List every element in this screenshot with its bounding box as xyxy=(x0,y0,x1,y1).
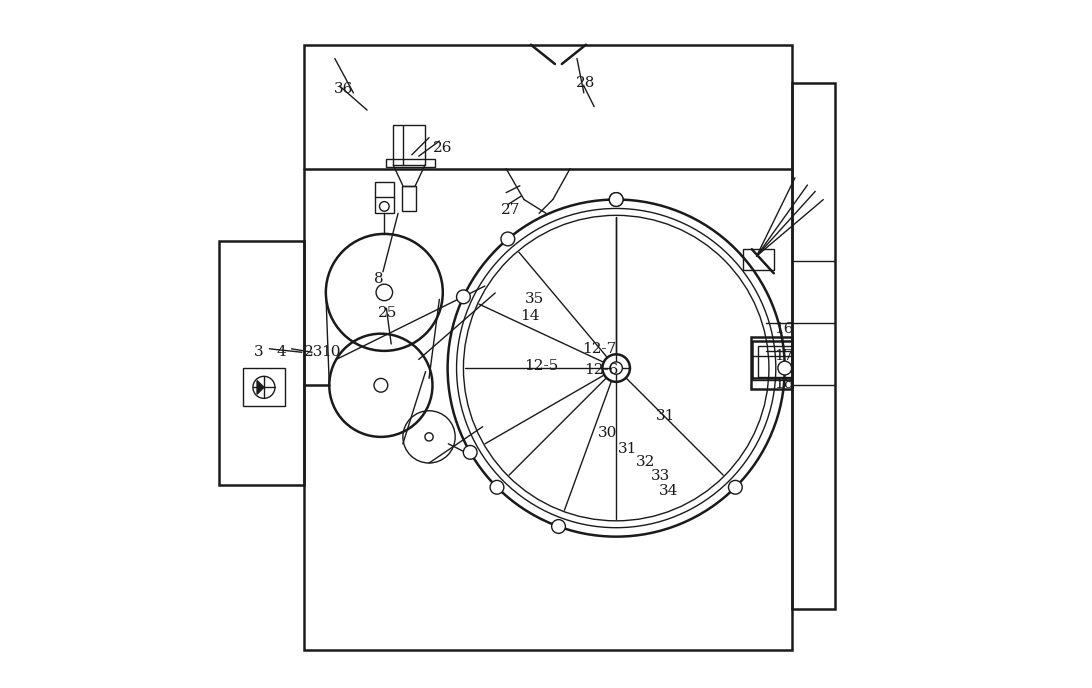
Circle shape xyxy=(463,446,477,460)
Polygon shape xyxy=(257,380,264,394)
Bar xyxy=(244,368,285,406)
Text: 31: 31 xyxy=(656,409,676,423)
Text: 36: 36 xyxy=(334,83,354,96)
Bar xyxy=(758,346,792,377)
Bar xyxy=(219,241,304,485)
Text: 8: 8 xyxy=(373,272,383,286)
Text: 23: 23 xyxy=(304,345,323,359)
Bar xyxy=(792,83,835,609)
Text: 3: 3 xyxy=(253,345,263,359)
Circle shape xyxy=(490,480,503,494)
Circle shape xyxy=(778,361,792,375)
Circle shape xyxy=(551,519,566,533)
Text: 35: 35 xyxy=(525,292,545,306)
Text: 12-7: 12-7 xyxy=(582,342,617,356)
Circle shape xyxy=(609,193,624,206)
Text: 16: 16 xyxy=(774,322,794,336)
Bar xyxy=(402,186,416,211)
Text: 17: 17 xyxy=(774,350,794,363)
Bar xyxy=(387,159,435,167)
Bar xyxy=(752,341,792,378)
Circle shape xyxy=(728,480,743,494)
Text: 32: 32 xyxy=(636,455,655,469)
Bar xyxy=(393,125,425,165)
Circle shape xyxy=(609,193,624,206)
Text: 34: 34 xyxy=(658,484,678,497)
Text: 25: 25 xyxy=(378,306,396,320)
Circle shape xyxy=(501,232,514,246)
Circle shape xyxy=(456,290,471,303)
Bar xyxy=(375,182,394,213)
Text: 4: 4 xyxy=(276,345,286,359)
Bar xyxy=(304,45,792,650)
Bar xyxy=(752,356,792,380)
Bar xyxy=(751,337,792,389)
Text: 12-6: 12-6 xyxy=(584,363,618,377)
Text: 12-5: 12-5 xyxy=(524,359,558,373)
Text: 26: 26 xyxy=(434,141,453,155)
Text: 33: 33 xyxy=(651,469,669,483)
Text: 14: 14 xyxy=(521,310,541,323)
Text: 28: 28 xyxy=(575,76,595,89)
Bar xyxy=(743,249,774,270)
Text: 27: 27 xyxy=(501,203,521,217)
Text: 31: 31 xyxy=(618,442,638,455)
Text: 10: 10 xyxy=(321,345,341,359)
Circle shape xyxy=(610,362,622,374)
Text: 30: 30 xyxy=(597,427,617,440)
Text: 18: 18 xyxy=(774,377,794,391)
